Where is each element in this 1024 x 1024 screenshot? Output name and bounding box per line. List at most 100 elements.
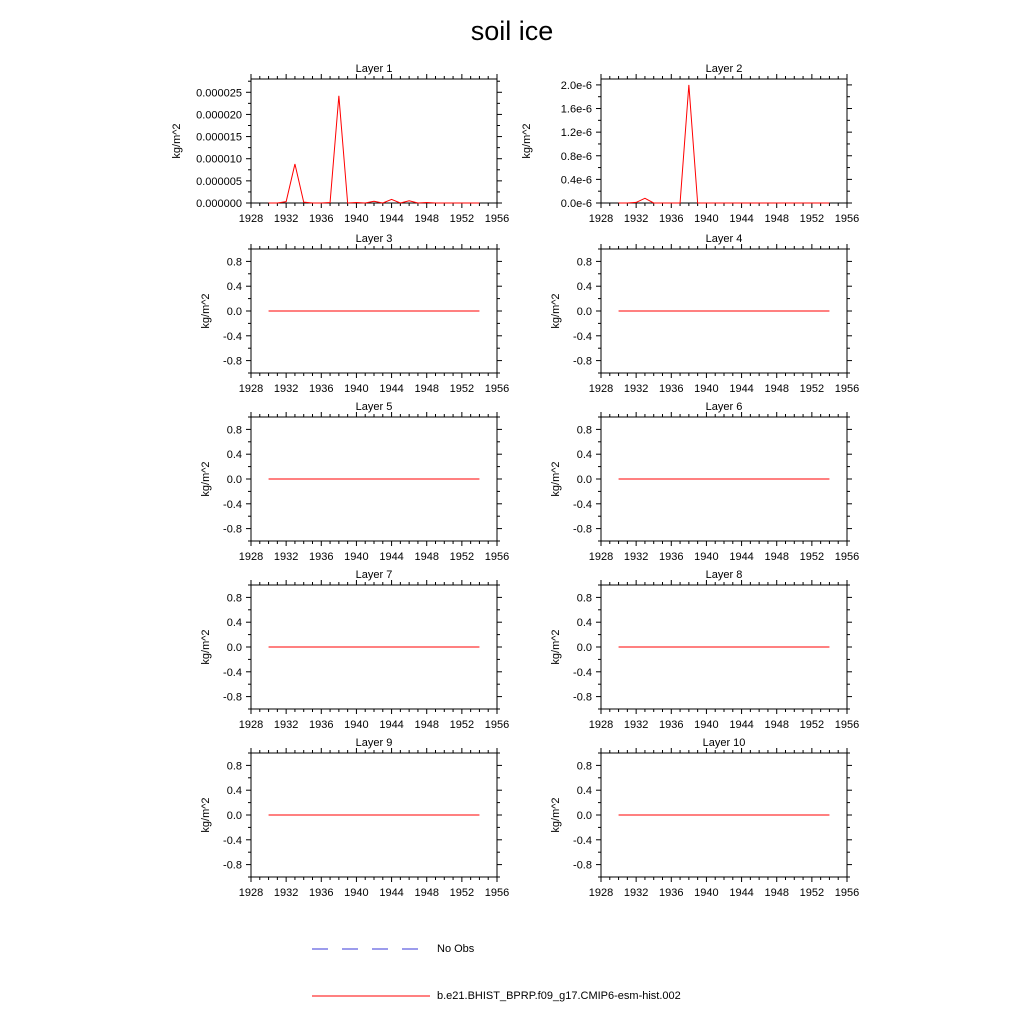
panel-1-xtick-label: 1928 <box>239 213 263 225</box>
panel-10-ylabel: kg/m^2 <box>550 797 562 832</box>
panel-1-xtick-label: 1944 <box>379 213 403 225</box>
panel-5-ytick-label: -0.4 <box>223 499 242 511</box>
panel-8-ytick-label: 0.8 <box>577 592 592 604</box>
panel-4-ytick-label: 0.4 <box>577 281 592 293</box>
panel-9-ytick-label: 0.8 <box>227 760 242 772</box>
panel-4-xtick-label: 1932 <box>624 383 648 395</box>
panel-4-xtick-label: 1944 <box>729 383 753 395</box>
panel-1-xtick-label: 1952 <box>450 213 474 225</box>
panel-2-xtick-label: 1944 <box>729 213 753 225</box>
panel-9-ytick-label: -0.4 <box>223 835 242 847</box>
panel-7-ylabel: kg/m^2 <box>200 629 212 664</box>
panel-8-xtick-label: 1928 <box>589 719 613 731</box>
panel-6-ytick-label: -0.8 <box>573 524 592 536</box>
panel-4-xtick-label: 1956 <box>835 383 859 395</box>
panel-8-ytick-label: 0.4 <box>577 617 592 629</box>
panel-8-xtick-label: 1944 <box>729 719 753 731</box>
panel-4-ytick-label: -0.8 <box>573 356 592 368</box>
panel-8-xtick-label: 1936 <box>659 719 683 731</box>
panel-2-frame <box>600 78 848 204</box>
panel-6-xtick-label: 1928 <box>589 551 613 563</box>
panel-9-xtick-label: 1936 <box>309 887 333 899</box>
panel-5-xtick-label: 1952 <box>450 551 474 563</box>
panel-5-xtick-label: 1936 <box>309 551 333 563</box>
panel-10-xtick-label: 1956 <box>835 887 859 899</box>
panel-2-ytick-label: 0.0e-6 <box>561 198 592 210</box>
panel-7-ytick-label: -0.4 <box>223 667 242 679</box>
panel-9-ytick-label: 0.0 <box>227 810 242 822</box>
panel-4-ylabel: kg/m^2 <box>550 293 562 328</box>
panel-4-xtick-label: 1940 <box>694 383 718 395</box>
panel-5-title: Layer 5 <box>356 401 393 413</box>
panel-8-xtick-label: 1952 <box>800 719 824 731</box>
panel-1-xtick-label: 1956 <box>485 213 509 225</box>
panel-7-xtick-label: 1956 <box>485 719 509 731</box>
panel-3-xtick-label: 1948 <box>414 383 438 395</box>
panel-9-xtick-label: 1940 <box>344 887 368 899</box>
panel-3-ytick-label: 0.0 <box>227 306 242 318</box>
panel-1-xtick-label: 1932 <box>274 213 298 225</box>
panel-4-xtick-label: 1948 <box>764 383 788 395</box>
panel-1-frame <box>250 78 498 204</box>
panel-1-xtick-label: 1940 <box>344 213 368 225</box>
panel-2-ytick-label: 1.2e-6 <box>561 127 592 139</box>
panel-9-ytick-label: 0.4 <box>227 785 242 797</box>
panel-2-title: Layer 2 <box>706 63 743 75</box>
panel-3-xtick-label: 1952 <box>450 383 474 395</box>
panel-5-ytick-label: 0.8 <box>227 424 242 436</box>
panel-1-ytick-label: 0.000005 <box>196 176 242 188</box>
panel-1-xtick-label: 1948 <box>414 213 438 225</box>
panel-7-xtick-label: 1940 <box>344 719 368 731</box>
panel-10-xtick-label: 1940 <box>694 887 718 899</box>
panel-1-series-line-1 <box>268 95 480 204</box>
panel-8-xtick-label: 1956 <box>835 719 859 731</box>
panel-1-ytick-label: 0.000025 <box>196 87 242 99</box>
panel-6-xtick-label: 1956 <box>835 551 859 563</box>
panel-3-ytick-label: 0.8 <box>227 256 242 268</box>
panel-6-xtick-label: 1936 <box>659 551 683 563</box>
panel-7-ytick-label: 0.8 <box>227 592 242 604</box>
panel-5-xtick-label: 1944 <box>379 551 403 563</box>
panel-6-xtick-label: 1944 <box>729 551 753 563</box>
panel-5-ytick-label: 0.0 <box>227 474 242 486</box>
panel-6-ytick-label: -0.4 <box>573 499 592 511</box>
panel-9-ytick-label: -0.8 <box>223 860 242 872</box>
panel-1-ytick-label: 0.000020 <box>196 109 242 121</box>
panel-3-xtick-label: 1932 <box>274 383 298 395</box>
panel-4-xtick-label: 1928 <box>589 383 613 395</box>
panel-3-xtick-label: 1956 <box>485 383 509 395</box>
panel-9-xtick-label: 1932 <box>274 887 298 899</box>
panel-7-ytick-label: 0.0 <box>227 642 242 654</box>
panel-6-xtick-label: 1932 <box>624 551 648 563</box>
panel-2-xtick-label: 1940 <box>694 213 718 225</box>
panel-2-ylabel: kg/m^2 <box>521 123 533 158</box>
panel-6-xtick-label: 1952 <box>800 551 824 563</box>
panel-3-ytick-label: -0.8 <box>223 356 242 368</box>
panel-2-ytick-label: 0.4e-6 <box>561 174 592 186</box>
panel-5-xtick-label: 1948 <box>414 551 438 563</box>
panel-4-ytick-label: 0.0 <box>577 306 592 318</box>
panel-2-xtick-label: 1956 <box>835 213 859 225</box>
panel-10-ytick-label: 0.4 <box>577 785 592 797</box>
panel-1-ytick-label: 0.000015 <box>196 132 242 144</box>
panel-7-ytick-label: -0.8 <box>223 692 242 704</box>
panel-8-xtick-label: 1940 <box>694 719 718 731</box>
panel-4-ytick-label: 0.8 <box>577 256 592 268</box>
panel-10-xtick-label: 1952 <box>800 887 824 899</box>
panel-8-ylabel: kg/m^2 <box>550 629 562 664</box>
panel-3-ytick-label: -0.4 <box>223 331 242 343</box>
panel-8-ytick-label: -0.8 <box>573 692 592 704</box>
panel-9-title: Layer 9 <box>356 737 393 749</box>
panel-2-xtick-label: 1948 <box>764 213 788 225</box>
panel-3-ylabel: kg/m^2 <box>200 293 212 328</box>
panel-9-xtick-label: 1948 <box>414 887 438 899</box>
panel-9-xtick-label: 1956 <box>485 887 509 899</box>
panel-7-ytick-label: 0.4 <box>227 617 242 629</box>
panel-2-ytick-label: 1.6e-6 <box>561 104 592 116</box>
panel-10-ytick-label: 0.8 <box>577 760 592 772</box>
panel-6-ytick-label: 0.0 <box>577 474 592 486</box>
panel-6-xtick-label: 1948 <box>764 551 788 563</box>
panel-1-ytick-label: 0.000000 <box>196 198 242 210</box>
panel-5-xtick-label: 1932 <box>274 551 298 563</box>
panel-10-xtick-label: 1928 <box>589 887 613 899</box>
